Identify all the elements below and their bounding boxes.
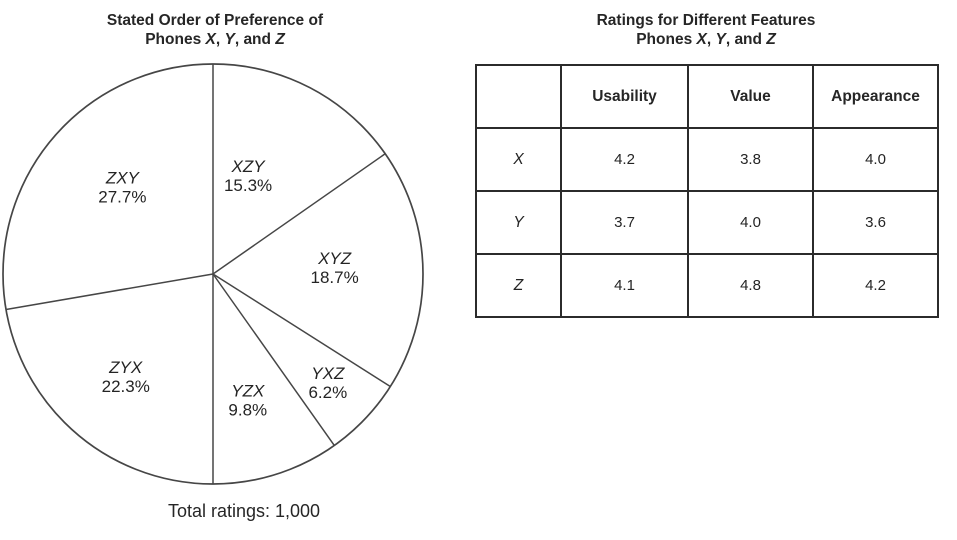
column-header-value: Value <box>687 64 814 129</box>
pie-chart: XZY 15.3% XYZ 18.7% YXZ 6.2% YZX 9.8% ZYX 22.3% ZX… <box>2 63 424 485</box>
pie-slice-divider <box>5 273 214 311</box>
table-row-z: Z 4.1 4.8 4.2 <box>475 253 939 318</box>
pie-slice-name: YZX <box>231 381 265 400</box>
pie-slice-percent: 9.8% <box>228 400 267 419</box>
pie-slice-label: ZXY 27.7% <box>98 168 146 206</box>
cell-x-usability: 4.2 <box>560 127 689 192</box>
cell-x-appearance: 4.0 <box>812 127 939 192</box>
pie-slice-divider <box>212 273 335 446</box>
table-row-x: X 4.2 3.8 4.0 <box>475 127 939 192</box>
table-title-line2: Phones X, Y, and Z <box>636 31 776 48</box>
column-header-appearance: Appearance <box>812 64 939 129</box>
pie-slice-name: XYZ <box>317 249 352 268</box>
pie-slice-label: XYZ 18.7% <box>310 249 358 287</box>
table-title-line1: Ratings for Different Features <box>596 12 816 29</box>
cell-y-appearance: 3.6 <box>812 190 939 255</box>
table-header-row: Usability Value Appearance <box>475 64 939 129</box>
row-label-z: Z <box>475 253 562 318</box>
row-label-x: X <box>475 127 562 192</box>
row-label-y: Y <box>475 190 562 255</box>
pie-slice-percent: 27.7% <box>98 187 146 206</box>
pie-slice-percent: 15.3% <box>224 176 272 195</box>
pie-slice-divider <box>212 273 391 388</box>
cell-y-usability: 3.7 <box>560 190 689 255</box>
pie-slice-name: ZYX <box>108 358 143 377</box>
pie-title-line2: Phones X, Y, and Z <box>145 31 285 48</box>
cell-z-usability: 4.1 <box>560 253 689 318</box>
pie-slice-name: XZY <box>231 157 267 176</box>
ratings-table-title: Ratings for Different Features Phones X,… <box>546 11 866 49</box>
cell-y-value: 4.0 <box>687 190 814 255</box>
cell-z-appearance: 4.2 <box>812 253 939 318</box>
table-row-y: Y 3.7 4.0 3.6 <box>475 190 939 255</box>
cell-x-value: 3.8 <box>687 127 814 192</box>
pie-slice-percent: 22.3% <box>102 377 150 396</box>
pie-slice-name: ZXY <box>105 168 141 187</box>
pie-slice-percent: 6.2% <box>308 383 347 402</box>
corner-cell <box>475 64 562 129</box>
pie-slice-label: YXZ 6.2% <box>308 364 347 402</box>
pie-slice-label: XZY 15.3% <box>224 157 272 195</box>
column-header-usability: Usability <box>560 64 689 129</box>
pie-slice-divider <box>212 153 386 275</box>
pie-slice-label: ZYX 22.3% <box>102 358 150 396</box>
pie-slice-name: YXZ <box>311 364 345 383</box>
pie-slice-percent: 18.7% <box>310 268 358 287</box>
ratings-table: Usability Value Appearance X 4.2 3.8 4.0… <box>475 64 939 318</box>
pie-title-line1: Stated Order of Preference of <box>106 12 324 29</box>
pie-chart-title: Stated Order of Preference of Phones X, … <box>55 11 375 49</box>
cell-z-value: 4.8 <box>687 253 814 318</box>
total-ratings-caption: Total ratings: 1,000 <box>167 501 321 521</box>
pie-slice-label: YZX 9.8% <box>228 381 267 419</box>
